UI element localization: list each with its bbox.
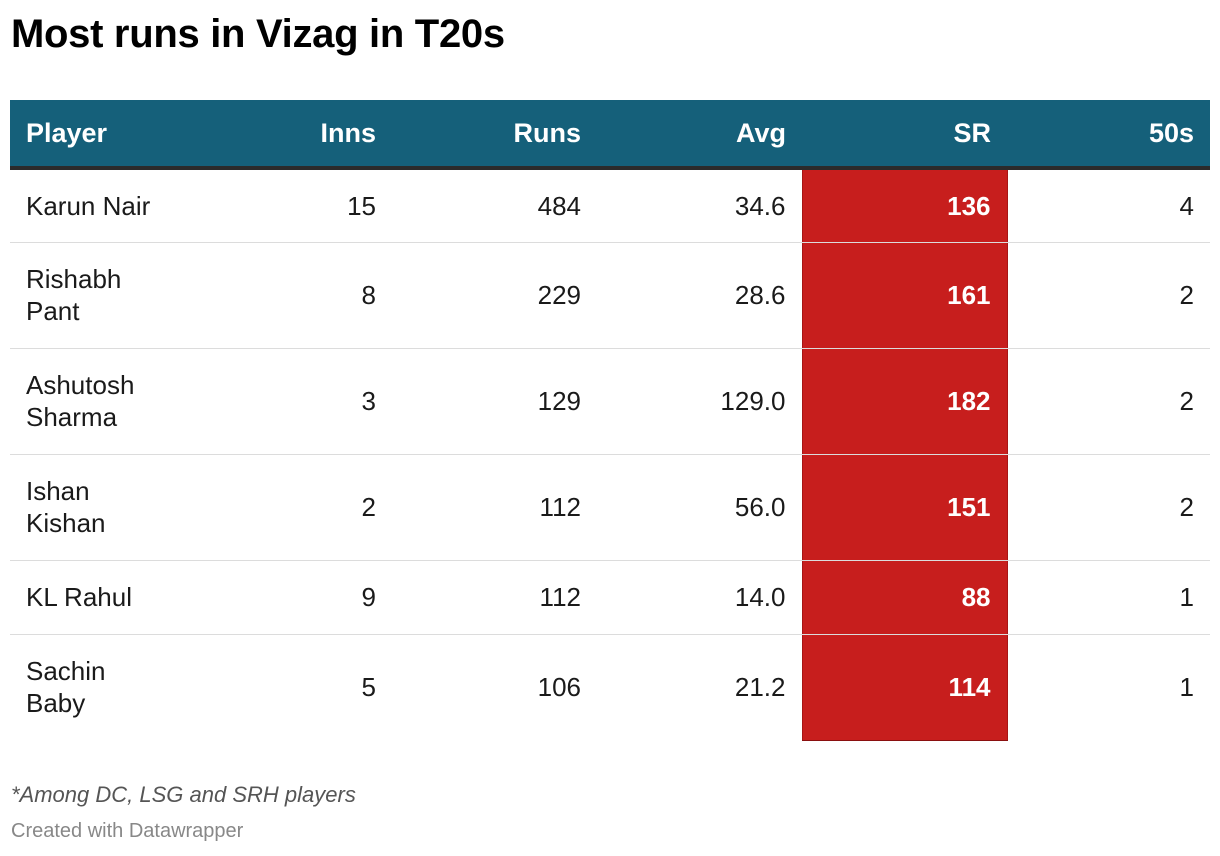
cell-avg: 14.0 [597, 560, 802, 635]
cell-sr: 114 [801, 634, 1008, 741]
cell-sr: 182 [801, 348, 1008, 455]
cell-inns: 3 [170, 348, 392, 455]
cell-50s: 4 [1007, 168, 1210, 243]
player-name-line: Ashutosh [26, 370, 135, 400]
table-row: Sachin Baby 5 106 21.2 114 1 [10, 634, 1210, 741]
table-row: Rishabh Pant 8 229 28.6 161 2 [10, 242, 1210, 349]
column-header-50s: 50s [1007, 100, 1210, 170]
stats-table: Player Inns Runs Avg SR 50s Karun Nair 15… [10, 100, 1210, 741]
cell-runs: 112 [392, 454, 597, 561]
cell-sr: 88 [801, 560, 1008, 635]
cell-runs: 112 [392, 560, 597, 635]
cell-inns: 2 [170, 454, 392, 561]
cell-50s: 2 [1007, 454, 1210, 561]
cell-avg: 129.0 [597, 348, 802, 455]
cell-inns: 15 [170, 168, 392, 243]
table-row: Ishan Kishan 2 112 56.0 151 2 [10, 454, 1210, 561]
column-header-avg: Avg [597, 100, 802, 170]
player-name-line: Rishabh [26, 264, 122, 294]
cell-avg: 34.6 [597, 168, 802, 243]
cell-avg: 28.6 [597, 242, 802, 349]
player-name-line: Sachin [26, 656, 106, 687]
cell-player: Karun Nair [10, 168, 170, 243]
stats-table-container: Player Inns Runs Avg SR 50s Karun Nair 15… [10, 100, 1210, 741]
cell-runs: 106 [537, 672, 581, 703]
player-name-line: KL Rahul [26, 582, 132, 612]
player-name-line: Baby [26, 688, 86, 719]
cell-50s: 2 [1007, 242, 1210, 349]
cell-player: Ishan Kishan [10, 454, 170, 561]
cell-runs: 229 [392, 242, 597, 349]
player-name-line: Ishan [26, 476, 90, 506]
table-row: Karun Nair 15 484 34.6 136 4 [10, 168, 1210, 243]
table-row: Ashutosh Sharma 3 129 129.0 182 2 [10, 348, 1210, 455]
cell-sr: 136 [801, 168, 1008, 243]
player-name-line: Kishan [26, 508, 106, 538]
player-name-line: Sharma [26, 402, 118, 432]
column-header-inns: Inns [170, 100, 392, 170]
cell-inns: 9 [170, 560, 392, 635]
cell-inns: 8 [170, 242, 392, 349]
column-header-player: Player [10, 100, 170, 170]
cell-50s: 1 [1007, 560, 1210, 635]
cell-player: Sachin Baby [10, 634, 170, 740]
cell-runs: 484 [392, 168, 597, 243]
table-header-row: Player Inns Runs Avg SR 50s [10, 100, 1210, 170]
table-row: KL Rahul 9 112 14.0 88 1 [10, 560, 1210, 635]
cell-sr: 161 [801, 242, 1008, 349]
cell-player: Rishabh Pant [10, 242, 170, 349]
credit-line: Created with Datawrapper [11, 820, 244, 842]
footnote: *Among DC, LSG and SRH players [11, 782, 356, 807]
table-body: Karun Nair 15 484 34.6 136 4 Rishabh Pant 8 229 28… [10, 168, 1210, 741]
player-name-line: Pant [26, 296, 80, 326]
cell-avg: 21.2 [734, 672, 786, 703]
cell-inns: 5 [361, 672, 376, 703]
cell-avg: 56.0 [597, 454, 802, 561]
column-header-runs: Runs [392, 100, 597, 170]
chart-title: Most runs in Vizag in T20s [11, 12, 505, 56]
cell-50s: 1 [1179, 672, 1194, 703]
player-name-line: Karun Nair [26, 190, 151, 221]
cell-50s: 2 [1007, 348, 1210, 455]
cell-player: Ashutosh Sharma [10, 348, 170, 455]
cell-sr: 151 [801, 454, 1008, 561]
column-header-sr: SR [802, 100, 1007, 170]
cell-player: KL Rahul [10, 560, 170, 635]
cell-runs: 129 [392, 348, 597, 455]
